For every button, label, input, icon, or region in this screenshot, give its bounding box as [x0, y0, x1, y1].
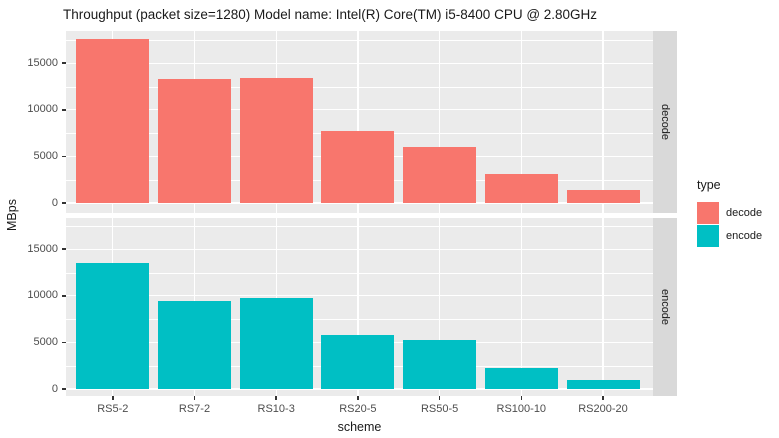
x-tick-label-RS200-20: RS200-20	[578, 403, 628, 415]
bar-encode-RS10-3	[239, 297, 313, 389]
y-tick-mark	[61, 341, 66, 344]
x-tick-label-RS7-2: RS7-2	[178, 403, 211, 415]
minor-gridline-7500	[66, 319, 653, 320]
major-vgridline-RS200-20	[602, 218, 604, 396]
bar-encode-RS20-5	[321, 335, 395, 389]
y-tick-label: 10000	[27, 289, 58, 302]
x-tick-mark	[438, 396, 441, 400]
x-tick-mark	[602, 396, 604, 400]
facet-panel-decode	[66, 31, 653, 213]
legend-item-encode: encode	[697, 224, 762, 247]
facet-strip-label: decode	[659, 103, 671, 141]
minor-gridline-17500	[66, 39, 653, 41]
major-gridline-0	[66, 202, 653, 204]
y-tick-mark	[61, 295, 66, 297]
major-gridline-0	[66, 388, 653, 390]
bar-decode-RS100-10	[484, 174, 558, 203]
bar-encode-RS50-5	[403, 339, 477, 389]
x-tick-label-RS5-2: RS5-2	[97, 403, 129, 415]
y-tick-mark	[61, 248, 66, 250]
bar-decode-RS5-2	[76, 38, 150, 203]
facet-strip-decode: decode	[653, 31, 677, 213]
bar-encode-RS100-10	[484, 368, 558, 389]
major-vgridline-RS50-5	[438, 31, 441, 213]
encode-color-swatch	[697, 224, 719, 247]
legend-item-label: encode	[726, 229, 763, 242]
y-tick-label: 0	[51, 196, 58, 209]
x-tick-label-RS100-10: RS100-10	[496, 403, 547, 415]
bar-decode-RS50-5	[403, 147, 477, 203]
major-gridline-10000	[66, 109, 653, 111]
x-tick-mark	[275, 396, 277, 400]
y-tick-mark	[61, 388, 66, 390]
x-tick-mark	[112, 396, 114, 400]
major-gridline-15000	[66, 248, 653, 250]
y-tick-mark	[61, 202, 66, 204]
legend-item-label: decode	[726, 206, 763, 219]
bar-decode-RS200-20	[566, 189, 640, 203]
y-tick-mark	[61, 109, 66, 111]
x-axis-title: scheme	[337, 420, 382, 434]
x-tick-label-RS10-3: RS10-3	[257, 403, 295, 415]
bar-encode-RS200-20	[566, 379, 640, 389]
x-tick-mark	[357, 396, 359, 400]
major-vgridline-RS20-5	[357, 218, 359, 396]
bar-decode-RS20-5	[321, 131, 395, 203]
decode-color-swatch	[697, 201, 719, 224]
y-tick-label: 5000	[33, 149, 58, 162]
legend-title: type	[697, 178, 721, 192]
x-tick-mark	[520, 396, 523, 400]
major-gridline-10000	[66, 295, 653, 297]
y-tick-label: 5000	[33, 335, 58, 348]
y-tick-label: 15000	[27, 56, 58, 69]
bar-encode-RS7-2	[158, 300, 231, 389]
facet-strip-encode: encode	[653, 218, 677, 396]
x-tick-mark	[193, 396, 196, 400]
bar-encode-RS5-2	[76, 262, 150, 389]
y-tick-label: 10000	[27, 103, 58, 116]
facet-panel-encode	[66, 218, 653, 396]
major-vgridline-RS20-5	[357, 31, 359, 213]
legend: type decode encode	[697, 178, 762, 247]
major-vgridline-RS200-20	[602, 31, 604, 213]
y-tick-mark	[61, 62, 66, 64]
x-tick-label-RS20-5: RS20-5	[339, 403, 377, 415]
y-axis-title: MBps	[5, 199, 19, 231]
major-gridline-15000	[66, 62, 653, 64]
y-tick-mark	[61, 155, 66, 158]
bar-decode-RS10-3	[239, 78, 313, 203]
major-vgridline-RS100-10	[520, 31, 522, 213]
facet-strip-label: encode	[659, 288, 671, 326]
minor-gridline-12500	[66, 272, 653, 274]
y-tick-label: 0	[51, 382, 58, 395]
major-vgridline-RS50-5	[438, 218, 441, 396]
y-tick-label: 15000	[27, 242, 58, 255]
chart-title: Throughput (packet size=1280) Model name…	[63, 7, 598, 22]
minor-gridline-17500	[66, 225, 653, 227]
major-vgridline-RS100-10	[520, 218, 522, 396]
bar-decode-RS7-2	[158, 78, 231, 203]
minor-gridline-12500	[66, 86, 653, 88]
legend-item-decode: decode	[697, 201, 762, 224]
x-tick-label-RS50-5: RS50-5	[420, 403, 459, 415]
